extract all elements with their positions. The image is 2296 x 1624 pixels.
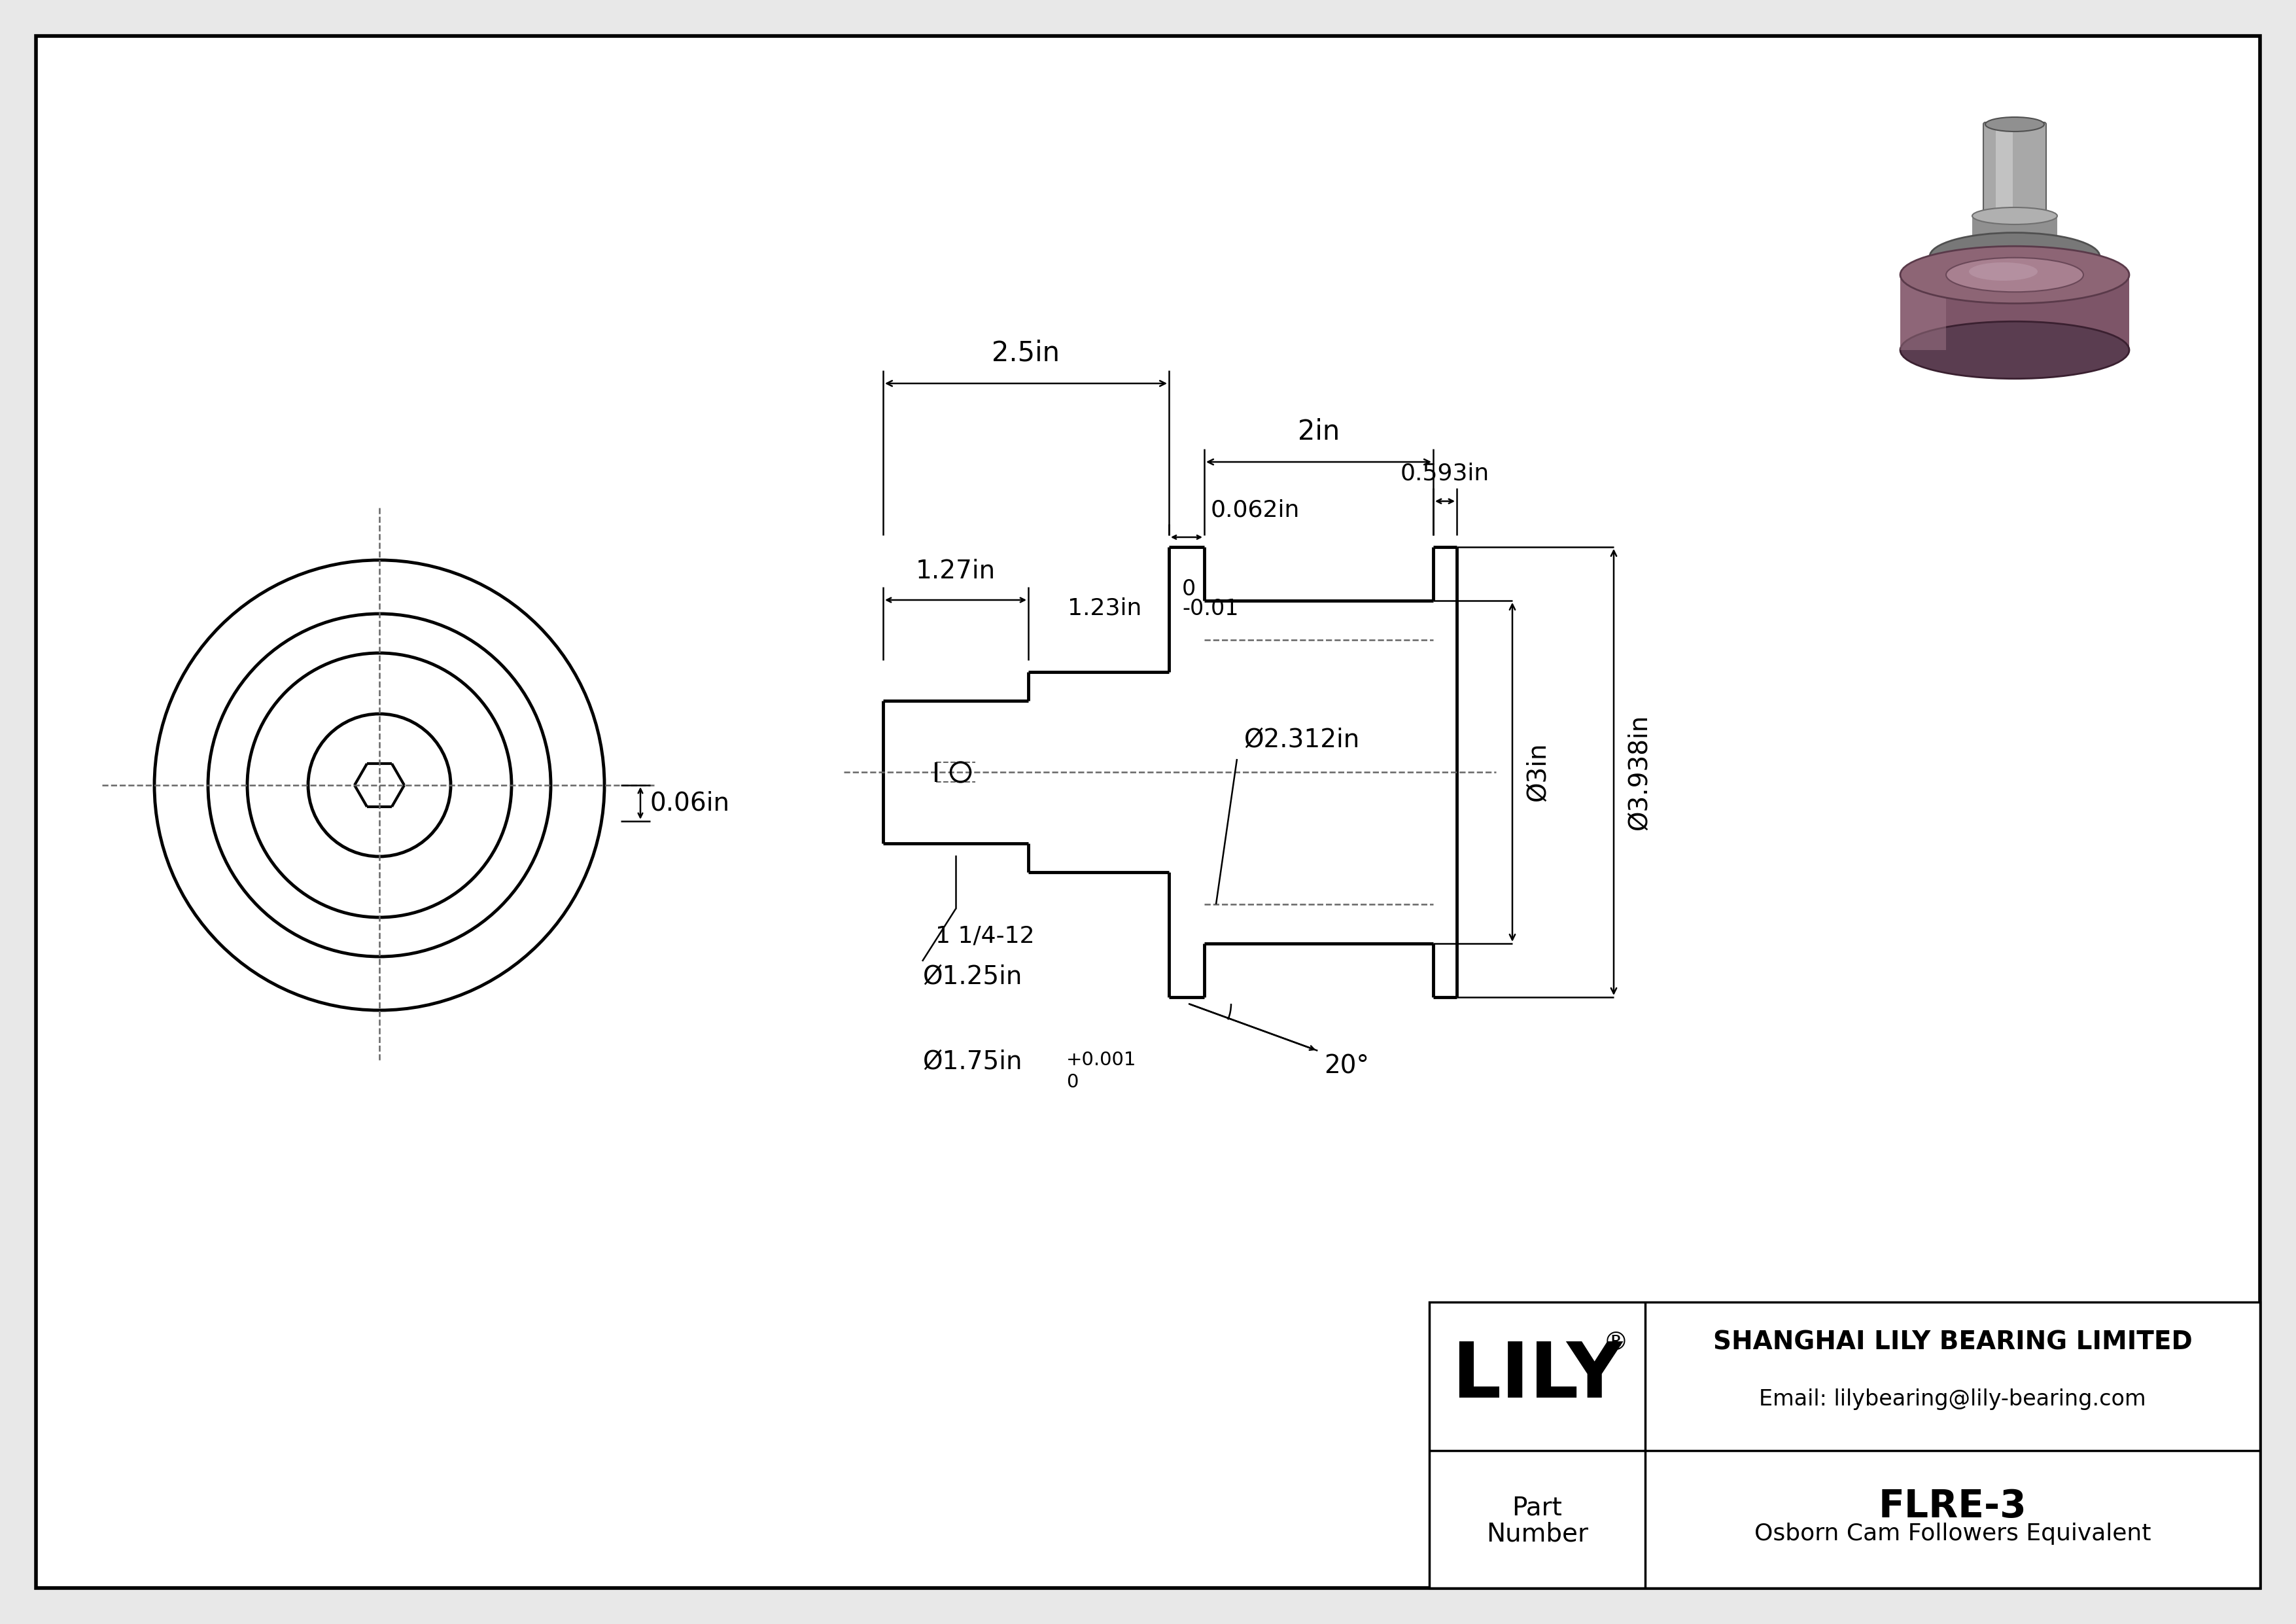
Ellipse shape [1986,117,2043,132]
Text: -0.01: -0.01 [1182,598,1238,620]
Text: Ø2.312in: Ø2.312in [1244,728,1359,752]
Text: 2.5in: 2.5in [992,339,1061,367]
Text: Ø3.938in: Ø3.938in [1628,715,1651,830]
Text: 0.062in: 0.062in [1210,499,1300,521]
Text: FLRE-3: FLRE-3 [1878,1488,2027,1525]
Text: Ø3in: Ø3in [1525,742,1550,802]
Text: 1 1/4-12: 1 1/4-12 [934,924,1035,947]
Text: 0.593in: 0.593in [1401,463,1490,486]
Ellipse shape [1901,247,2128,304]
Bar [1430,1302,2259,1588]
FancyBboxPatch shape [1995,123,2014,218]
Text: 0.06in: 0.06in [650,791,730,815]
Bar [1972,216,2057,248]
Text: 1.23in: 1.23in [1068,598,1141,620]
Text: 20°: 20° [1325,1054,1368,1078]
Text: ®: ® [1603,1330,1628,1354]
Ellipse shape [1929,232,2101,281]
Text: Ø1.25in: Ø1.25in [923,965,1022,989]
Ellipse shape [1970,263,2037,281]
Text: SHANGHAI LILY BEARING LIMITED: SHANGHAI LILY BEARING LIMITED [1713,1330,2193,1354]
Text: +0.001: +0.001 [1065,1051,1137,1069]
Text: Part: Part [1513,1496,1561,1520]
Ellipse shape [1947,258,2082,292]
Text: Email: lilybearing@lily-bearing.com: Email: lilybearing@lily-bearing.com [1759,1389,2147,1410]
Ellipse shape [1972,240,2057,257]
Text: 0: 0 [1182,578,1196,599]
Text: Number: Number [1486,1522,1589,1546]
Ellipse shape [1972,208,2057,224]
Text: Osborn Cam Followers Equivalent: Osborn Cam Followers Equivalent [1754,1523,2151,1544]
Text: Ø1.75in: Ø1.75in [923,1049,1022,1075]
Bar [1901,274,2128,351]
Text: 2in: 2in [1297,417,1341,445]
Ellipse shape [1901,322,2128,378]
Bar [1901,274,1947,351]
Text: 0: 0 [1065,1073,1079,1091]
Ellipse shape [1929,252,2101,299]
Text: 1.27in: 1.27in [916,559,996,583]
Bar [1929,257,2101,274]
Text: LILY: LILY [1451,1338,1623,1415]
FancyBboxPatch shape [1984,122,2046,218]
